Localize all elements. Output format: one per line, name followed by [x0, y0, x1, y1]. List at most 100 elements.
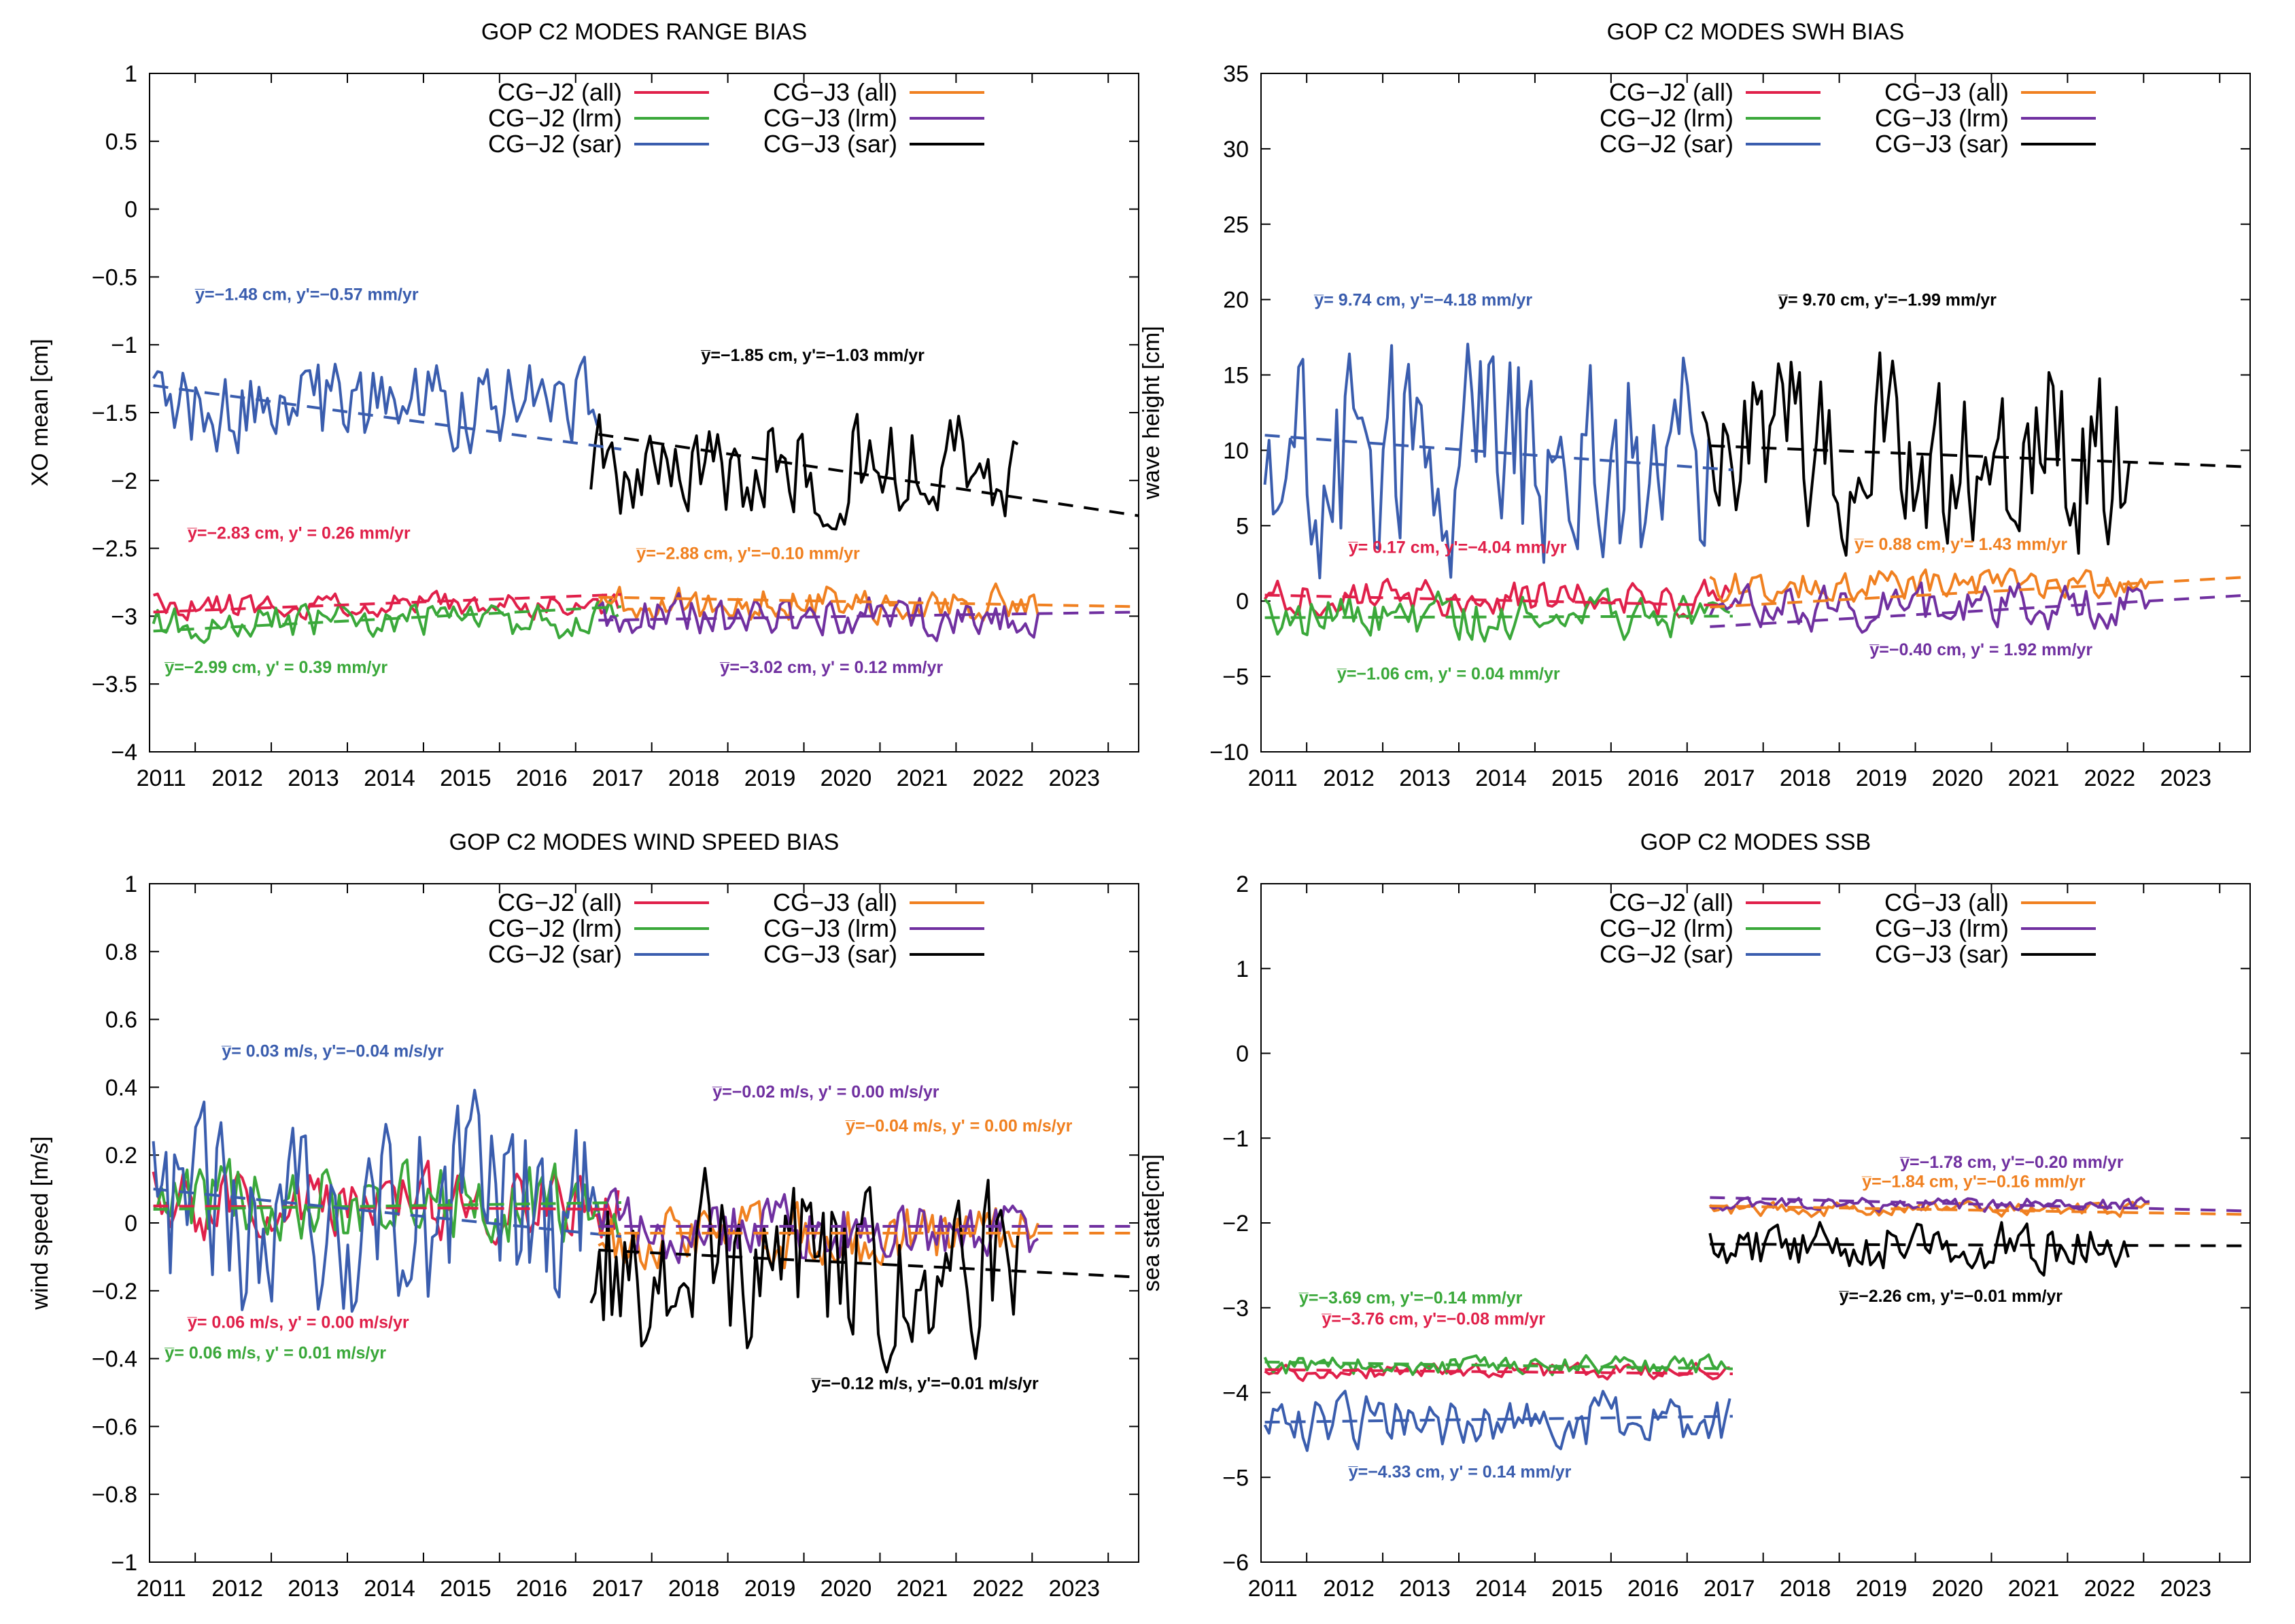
y-tick-label: −1.5: [92, 400, 137, 426]
x-tick-label: 2019: [744, 1576, 796, 1602]
y-tick-label: −2: [1222, 1211, 1249, 1237]
x-tick-label: 2017: [592, 1576, 644, 1602]
annotation-cg-j2-all: y̅= 0.06 m/s, y' = 0.00 m/s/yr: [187, 1313, 409, 1332]
x-tick-label: 2013: [288, 765, 339, 791]
x-tick-label: 2018: [668, 765, 720, 791]
y-tick-label: 0.2: [105, 1143, 137, 1169]
x-tick-label: 2020: [1932, 1576, 1984, 1602]
x-tick-label: 2014: [1475, 1576, 1527, 1602]
trend-line-cg-j2-sar: [1264, 1415, 1733, 1424]
y-tick-label: −3: [111, 604, 137, 629]
x-tick-label: 2023: [1048, 765, 1100, 791]
trend-line-cg-j3-sar: [1710, 1243, 2250, 1247]
series-line-cg-j2-sar: [1263, 343, 1710, 580]
y-tick-label: −0.6: [92, 1414, 137, 1440]
y-tick-label: −3: [1222, 1296, 1249, 1321]
legend-label: CG−J2 (all): [1609, 888, 1733, 916]
series-line-cg-j2-all: [152, 589, 620, 621]
annotation-cg-j3-lrm: y̅=−1.78 cm, y'=−0.20 mm/yr: [1899, 1153, 2124, 1172]
series-line-cg-j2-sar: [152, 1088, 599, 1313]
y-tick-label: −10: [1209, 740, 1249, 765]
legend-label: CG−J2 (sar): [1600, 940, 1733, 968]
x-tick-label: 2015: [1551, 765, 1603, 791]
y-tick-label: 15: [1223, 363, 1249, 389]
legend-label: CG−J2 (lrm): [1600, 104, 1733, 132]
annotation-cg-j2-lrm: y̅=−3.69 cm, y'=−0.14 mm/yr: [1298, 1289, 1523, 1308]
x-tick-label: 2012: [1323, 765, 1375, 791]
series-line-cg-j3-lrm: [1709, 1196, 2150, 1213]
y-tick-label: 0: [1236, 1041, 1249, 1067]
annotation-cg-j2-lrm: y̅= 0.06 m/s, y' = 0.01 m/s/yr: [164, 1344, 386, 1363]
series-line-cg-j2-lrm: [153, 1158, 620, 1244]
trend-line-cg-j3-all: [1710, 575, 2250, 609]
y-tick-label: −5: [1222, 664, 1249, 690]
annotation-cg-j3-sar: y̅=−1.85 cm, y'=−1.03 mm/yr: [700, 346, 925, 365]
x-tick-label: 2020: [821, 1576, 872, 1602]
y-tick-label: 5: [1236, 513, 1249, 539]
y-tick-label: 2: [1236, 871, 1249, 897]
legend: CG−J2 (all)CG−J2 (lrm)CG−J2 (sar) CG−J3 (…: [1600, 78, 2096, 158]
series-line-cg-j3-lrm: [1708, 581, 2151, 634]
annotation-cg-j2-lrm: y̅=−2.99 cm, y' = 0.39 mm/yr: [164, 658, 387, 677]
annotation-cg-j2-sar: y̅= 9.74 cm, y'=−4.18 mm/yr: [1313, 291, 1532, 310]
y-tick-label: 1: [124, 871, 137, 897]
y-tick-label: 20: [1223, 288, 1249, 313]
x-tick-label: 2016: [1627, 1576, 1679, 1602]
legend-label: CG−J3 (lrm): [1875, 104, 2009, 132]
x-tick-label: 2022: [973, 1576, 1024, 1602]
legend-label: CG−J3 (sar): [1875, 940, 2009, 968]
x-tick-label: 2015: [440, 1576, 491, 1602]
x-tick-label: 2021: [2008, 765, 2060, 791]
x-tick-label: 2022: [2084, 765, 2136, 791]
legend-label: CG−J3 (lrm): [763, 104, 897, 132]
trend-line-cg-j2-lrm: [1264, 615, 1733, 619]
legend-label: CG−J2 (lrm): [488, 104, 622, 132]
annotation-cg-j2-all: y̅=−3.76 cm, y'=−0.08 mm/yr: [1321, 1310, 1545, 1329]
trend-line-cg-j3-all: [598, 595, 1139, 608]
x-tick-label: 2022: [2084, 1576, 2136, 1602]
y-tick-label: −2.5: [92, 536, 137, 562]
x-tick-label: 2020: [821, 765, 872, 791]
series-line-cg-j2-sar: [1263, 1389, 1731, 1452]
annotation-cg-j2-all: y̅=−2.83 cm, y' = 0.26 mm/yr: [187, 524, 411, 543]
legend-label: CG−J3 (all): [773, 888, 897, 916]
y-tick-label: −4: [111, 740, 137, 765]
x-tick-label: 2019: [1856, 1576, 1908, 1602]
y-tick-label: −1: [1222, 1126, 1249, 1152]
y-axis-label: wave height [cm]: [1139, 326, 1164, 500]
y-tick-label: 0.4: [105, 1075, 137, 1101]
series-line-cg-j3-sar: [1708, 1221, 2130, 1277]
x-tick-label: 2013: [288, 1576, 339, 1602]
x-tick-label: 2011: [137, 1576, 186, 1602]
x-tick-label: 2014: [364, 765, 415, 791]
trend-line-cg-j2-all: [1264, 1368, 1733, 1376]
x-tick-label: 2016: [516, 765, 568, 791]
trend-line-cg-j2-all: [153, 593, 621, 614]
x-tick-label: 2021: [897, 1576, 948, 1602]
x-tick-label: 2018: [1780, 1576, 1831, 1602]
chart-swh: GOP C2 MODES SWH BIAS wave height [cm] −10…: [1139, 19, 2251, 791]
series-line-cg-j2-all: [1263, 578, 1731, 619]
series-line-cg-j2-all: [152, 1160, 620, 1246]
y-tick-label: 0.5: [105, 129, 137, 155]
y-tick-label: −1: [111, 1550, 137, 1576]
x-tick-label: 2022: [973, 765, 1024, 791]
y-tick-label: 35: [1223, 61, 1249, 87]
annotation-cg-j2-lrm: y̅=−1.06 cm, y' = 0.04 mm/yr: [1336, 665, 1560, 684]
trend-line-cg-j2-sar: [1264, 434, 1733, 472]
x-tick-label: 2023: [2160, 1576, 2211, 1602]
x-tick-label: 2016: [516, 1576, 568, 1602]
trend-line-cg-j3-lrm: [598, 610, 1139, 622]
series-line-cg-j2-lrm: [1263, 1353, 1730, 1377]
y-tick-label: −6: [1222, 1550, 1249, 1576]
plot-frame: [1260, 73, 2251, 753]
x-tick-label: 2019: [1856, 765, 1908, 791]
y-tick-label: −1: [111, 332, 137, 358]
trend-line-cg-j2-all: [1264, 593, 1733, 607]
legend: CG−J2 (all)CG−J2 (lrm)CG−J2 (sar) CG−J3 (…: [488, 888, 984, 968]
legend-label: CG−J3 (sar): [763, 940, 897, 968]
y-tick-label: −0.4: [92, 1347, 137, 1372]
series-line-cg-j2-lrm: [1264, 587, 1731, 643]
x-tick-label: 2017: [592, 765, 644, 791]
